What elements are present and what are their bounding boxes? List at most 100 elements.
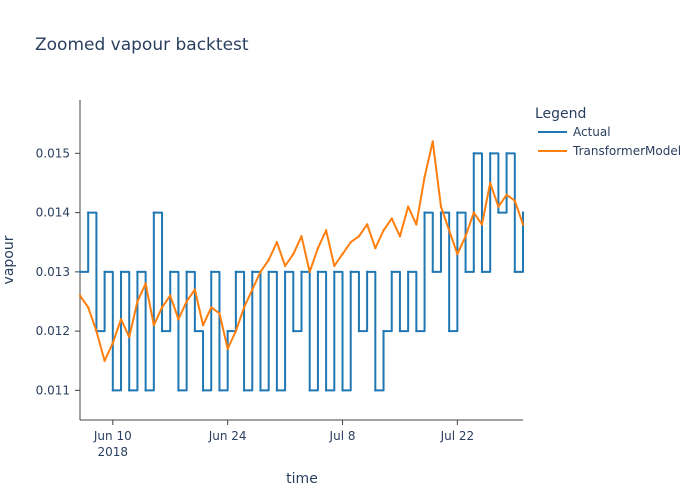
data-point: [374, 389, 377, 392]
data-point: [333, 264, 336, 268]
data-point: [456, 211, 459, 214]
data-point: [144, 389, 147, 392]
data-point: [365, 270, 369, 274]
data-point: [382, 229, 385, 232]
data-point: [357, 235, 361, 238]
data-point: [390, 270, 393, 274]
data-point: [87, 211, 90, 214]
data-point: [201, 389, 205, 392]
x-tick-label: Jul 8: [329, 429, 356, 443]
x-tick-label: Jun 10: [93, 429, 132, 443]
y-axis-title: vapour: [1, 235, 17, 284]
data-point: [447, 229, 451, 232]
data-point: [398, 329, 402, 333]
data-point: [513, 199, 516, 202]
data-point: [201, 323, 205, 327]
data-point: [259, 389, 262, 392]
data-point: [324, 229, 328, 232]
data-point: [119, 270, 123, 274]
y-tick-label: 0.011: [36, 383, 70, 397]
data-point: [259, 270, 262, 274]
data-point: [218, 312, 221, 315]
data-point: [185, 300, 188, 303]
data-point: [267, 258, 270, 262]
data-point: [456, 252, 459, 256]
data-point: [431, 140, 434, 143]
data-point: [267, 270, 270, 274]
data-point: [390, 217, 393, 220]
data-point: [488, 152, 492, 155]
data-point: [218, 389, 221, 392]
data-point: [292, 252, 295, 256]
data-point: [234, 329, 238, 333]
data-point: [283, 270, 287, 274]
data-point: [103, 359, 106, 362]
data-point: [308, 270, 311, 274]
data-point: [439, 205, 443, 208]
data-point: [505, 152, 508, 155]
legend-label-transformermodel: TransformerModel: [572, 144, 681, 158]
data-point: [128, 389, 131, 392]
data-point: [226, 347, 229, 351]
data-point: [169, 270, 172, 274]
data-point: [521, 223, 525, 226]
data-point: [316, 270, 320, 274]
x-tick-sublabel: 2018: [98, 445, 129, 459]
data-point: [144, 282, 147, 285]
legend-item-actual[interactable]: Actual: [538, 125, 611, 139]
y-tick-label: 0.015: [36, 146, 70, 160]
data-point: [95, 329, 98, 333]
data-point: [341, 389, 344, 392]
data-point: [242, 389, 246, 392]
x-axis-title: time: [286, 471, 318, 487]
data-point: [275, 389, 279, 392]
data-point: [234, 270, 238, 274]
data-point: [472, 211, 475, 214]
data-point: [480, 223, 484, 226]
data-point: [242, 306, 246, 309]
data-point: [160, 329, 164, 333]
data-point: [439, 211, 443, 214]
y-tick-label: 0.013: [36, 265, 70, 279]
y-tick-label: 0.012: [36, 324, 70, 338]
data-point: [177, 389, 180, 392]
data-point: [447, 329, 451, 333]
data-point: [374, 246, 377, 250]
data-point: [169, 294, 172, 297]
data-point: [398, 235, 402, 238]
data-point: [111, 341, 115, 345]
data-point: [103, 270, 106, 274]
legend: Legend Actual TransformerModel: [535, 106, 681, 158]
data-point: [324, 389, 328, 392]
data-point: [210, 270, 213, 274]
data-point: [283, 264, 287, 268]
data-point: [185, 270, 188, 274]
data-point: [119, 318, 123, 321]
data-point: [415, 223, 418, 226]
chart-title: Zoomed vapour backtest: [35, 35, 249, 55]
data-point: [406, 205, 410, 208]
data-point: [193, 329, 197, 333]
data-point: [341, 252, 344, 256]
legend-title: Legend: [535, 106, 586, 122]
data-point: [177, 318, 180, 321]
x-ticks: Jun 10 2018 Jun 24 Jul 8 Jul 22: [93, 420, 474, 459]
data-point: [275, 241, 279, 244]
data-point: [292, 329, 295, 333]
data-point: [111, 389, 115, 392]
data-point: [87, 306, 90, 309]
y-ticks: 0.011 0.012 0.013 0.014 0.015: [36, 146, 80, 397]
data-point: [349, 241, 352, 244]
data-point: [406, 270, 410, 274]
legend-item-transformermodel[interactable]: TransformerModel: [538, 144, 681, 158]
data-point: [136, 300, 139, 303]
data-point: [365, 223, 369, 226]
x-tick-label: Jun 24: [208, 429, 247, 443]
data-point: [521, 211, 525, 214]
data-point: [488, 181, 492, 185]
data-point: [300, 235, 303, 238]
data-point: [300, 270, 303, 274]
data-point: [497, 211, 500, 214]
data-point: [333, 270, 336, 274]
data-point: [308, 389, 311, 392]
